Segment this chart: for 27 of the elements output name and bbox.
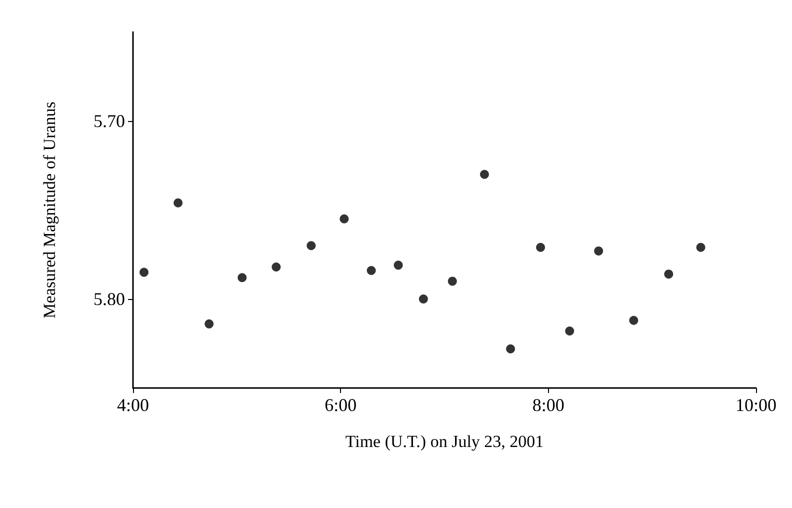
y-axis-title: Measured Magnitude of Uranus [40, 102, 59, 318]
point [272, 262, 281, 272]
point [696, 242, 706, 252]
point [306, 241, 316, 250]
x-tick-label: 8:00 [532, 395, 564, 415]
x-tick-label: 6:00 [324, 395, 357, 415]
y-tick-label: 5.80 [94, 289, 125, 309]
x-tick-label: 10:00 [735, 395, 777, 415]
y-tick-label: 5.70 [94, 111, 125, 131]
point [480, 170, 489, 179]
point [664, 270, 674, 279]
point [594, 246, 604, 256]
point [536, 242, 546, 252]
x-axis-title: Time (U.T.) on July 23, 2001 [345, 432, 544, 451]
point [238, 273, 247, 282]
point [366, 266, 376, 276]
point [629, 316, 638, 325]
point [418, 294, 428, 304]
point [506, 344, 516, 354]
x-tick-label: 4:00 [116, 395, 150, 415]
point [394, 260, 403, 270]
point [174, 198, 183, 208]
point [204, 319, 214, 328]
point [340, 214, 349, 224]
point [565, 326, 574, 336]
point [140, 268, 149, 277]
point [448, 276, 457, 286]
